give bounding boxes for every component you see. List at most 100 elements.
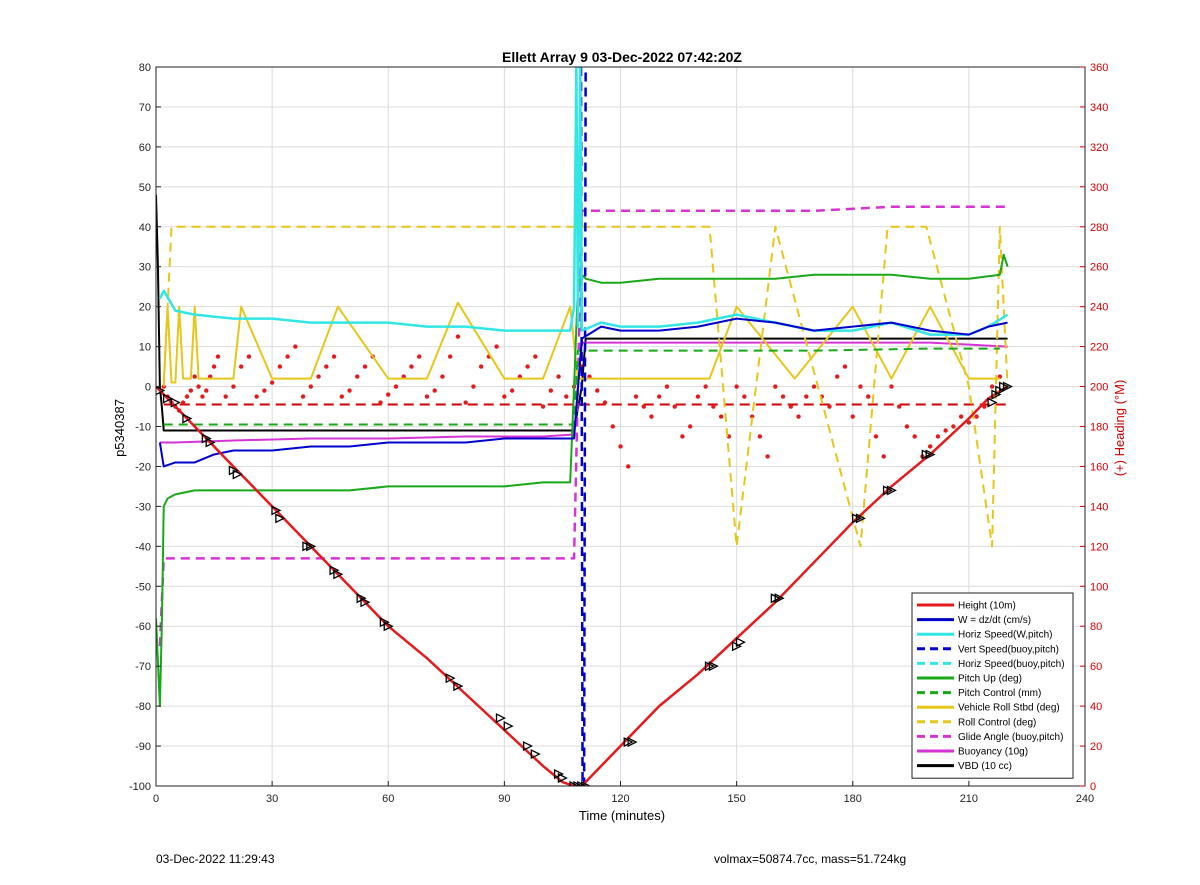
heading-point [897, 404, 902, 409]
height-marker [271, 505, 282, 516]
y-tick-label: 40 [139, 222, 151, 234]
heading-point [424, 394, 430, 399]
heading-point [509, 388, 515, 393]
height-marker [495, 713, 506, 724]
y2-tick-label: 120 [1090, 541, 1108, 553]
y-tick-label: 60 [139, 142, 151, 154]
y-tick-label: -100 [129, 781, 151, 793]
height-marker [530, 748, 541, 760]
y-tick-label: -40 [135, 541, 151, 553]
heading-point [204, 388, 209, 393]
series-group [156, 67, 1014, 786]
y2-tick-label: 60 [1090, 661, 1102, 673]
series-height-10m- [156, 385, 1009, 786]
heading-point [525, 364, 530, 369]
y-axis-label: p5340387 [112, 399, 127, 457]
heading-point [672, 404, 677, 409]
series-w-dz-dt-cm-s- [158, 317, 1008, 468]
heading-point [835, 374, 840, 379]
heading-point [564, 394, 569, 399]
height-marker [445, 673, 456, 684]
y2-tick-label: 280 [1090, 222, 1108, 234]
heading-point [417, 354, 422, 359]
y2-tick-label: 300 [1090, 182, 1108, 194]
heading-point [873, 434, 879, 439]
y2-tick-label: 0 [1090, 781, 1096, 793]
y2-tick-label: 240 [1090, 302, 1108, 314]
x-tick-label: 120 [611, 793, 629, 805]
heading-point [308, 384, 314, 389]
legend: Height (10m) W = dz/dt (cm/s) Horiz Speed(… [911, 592, 1074, 779]
heading-point [641, 404, 646, 409]
height-marker [333, 569, 344, 580]
heading-point [316, 374, 321, 379]
heading-point [188, 388, 194, 393]
legend-entry: Vert Speed(buoy,pitch) [958, 644, 1059, 655]
series-horiz-speed-w-pitch- [158, 67, 1009, 336]
height-marker [708, 661, 719, 672]
series-vert-speed-buoy-pitch- [579, 67, 587, 786]
heading-point [649, 414, 654, 419]
heading-point [866, 394, 871, 399]
heading-point [804, 394, 809, 399]
heading-point [943, 428, 948, 433]
heading-point [432, 388, 437, 393]
footer-timestamp: 03-Dec-2022 11:29:43 [156, 852, 275, 866]
y-tick-label: 80 [139, 62, 151, 74]
y2-tick-label: 220 [1090, 342, 1108, 354]
heading-point [455, 334, 461, 339]
y-tick-label: 0 [145, 382, 151, 394]
height-marker [503, 721, 514, 732]
legend-entry: Pitch Up (deg) [958, 674, 1022, 685]
legend-entry: Glide Angle (buoy,pitch) [958, 732, 1063, 743]
heading-point [540, 404, 546, 409]
heading-point [277, 364, 283, 369]
y2-tick-label: 200 [1090, 382, 1108, 394]
height-marker [855, 513, 866, 524]
heading-point [215, 354, 221, 359]
legend-entry: Horiz Speed(W,pitch) [958, 630, 1052, 641]
heading-point [386, 392, 391, 397]
series-vbd-10-cc- [156, 194, 1008, 432]
y-tick-label: -80 [135, 701, 151, 713]
heading-point [881, 454, 886, 459]
series-roll-control-deg- [162, 225, 1009, 548]
y2-tick-label: 160 [1090, 461, 1108, 473]
heading-point [966, 420, 972, 425]
height-marker [453, 681, 464, 692]
y2-tick-label: 360 [1090, 62, 1108, 74]
heading-point [324, 364, 329, 369]
x-tick-label: 30 [266, 793, 278, 805]
heading-point [974, 414, 979, 419]
y2-tick-label: 260 [1090, 262, 1108, 274]
heading-point [718, 414, 724, 419]
height-marker [232, 469, 243, 480]
heading-point [339, 394, 344, 399]
height-marker [886, 485, 897, 496]
heading-point [687, 424, 693, 429]
heading-point [533, 354, 538, 359]
heading-point [680, 434, 685, 439]
y-tick-label: 70 [139, 102, 151, 114]
height-marker [557, 772, 568, 784]
legend-entry: Buoyancy (10g) [958, 747, 1028, 758]
series-vehicle-roll-stbd-deg- [162, 301, 1000, 384]
legend-entry: Horiz Speed(buoy,pitch) [958, 659, 1065, 670]
heading-point [180, 400, 186, 405]
heading-point [246, 354, 252, 359]
height-marker [1002, 381, 1014, 392]
heading-point [796, 414, 801, 419]
heading-point [300, 394, 306, 399]
heading-point [935, 434, 941, 439]
heading-point [904, 424, 910, 429]
heading-point [478, 364, 484, 369]
y-tick-label: 50 [139, 182, 151, 194]
heading-point [196, 384, 201, 389]
heading-point [780, 394, 786, 399]
heading-point [618, 444, 623, 449]
heading-point [664, 384, 670, 389]
y-tick-label: 20 [139, 302, 151, 314]
heading-point [556, 374, 561, 379]
heading-point [850, 414, 855, 419]
heading-point [223, 394, 228, 399]
